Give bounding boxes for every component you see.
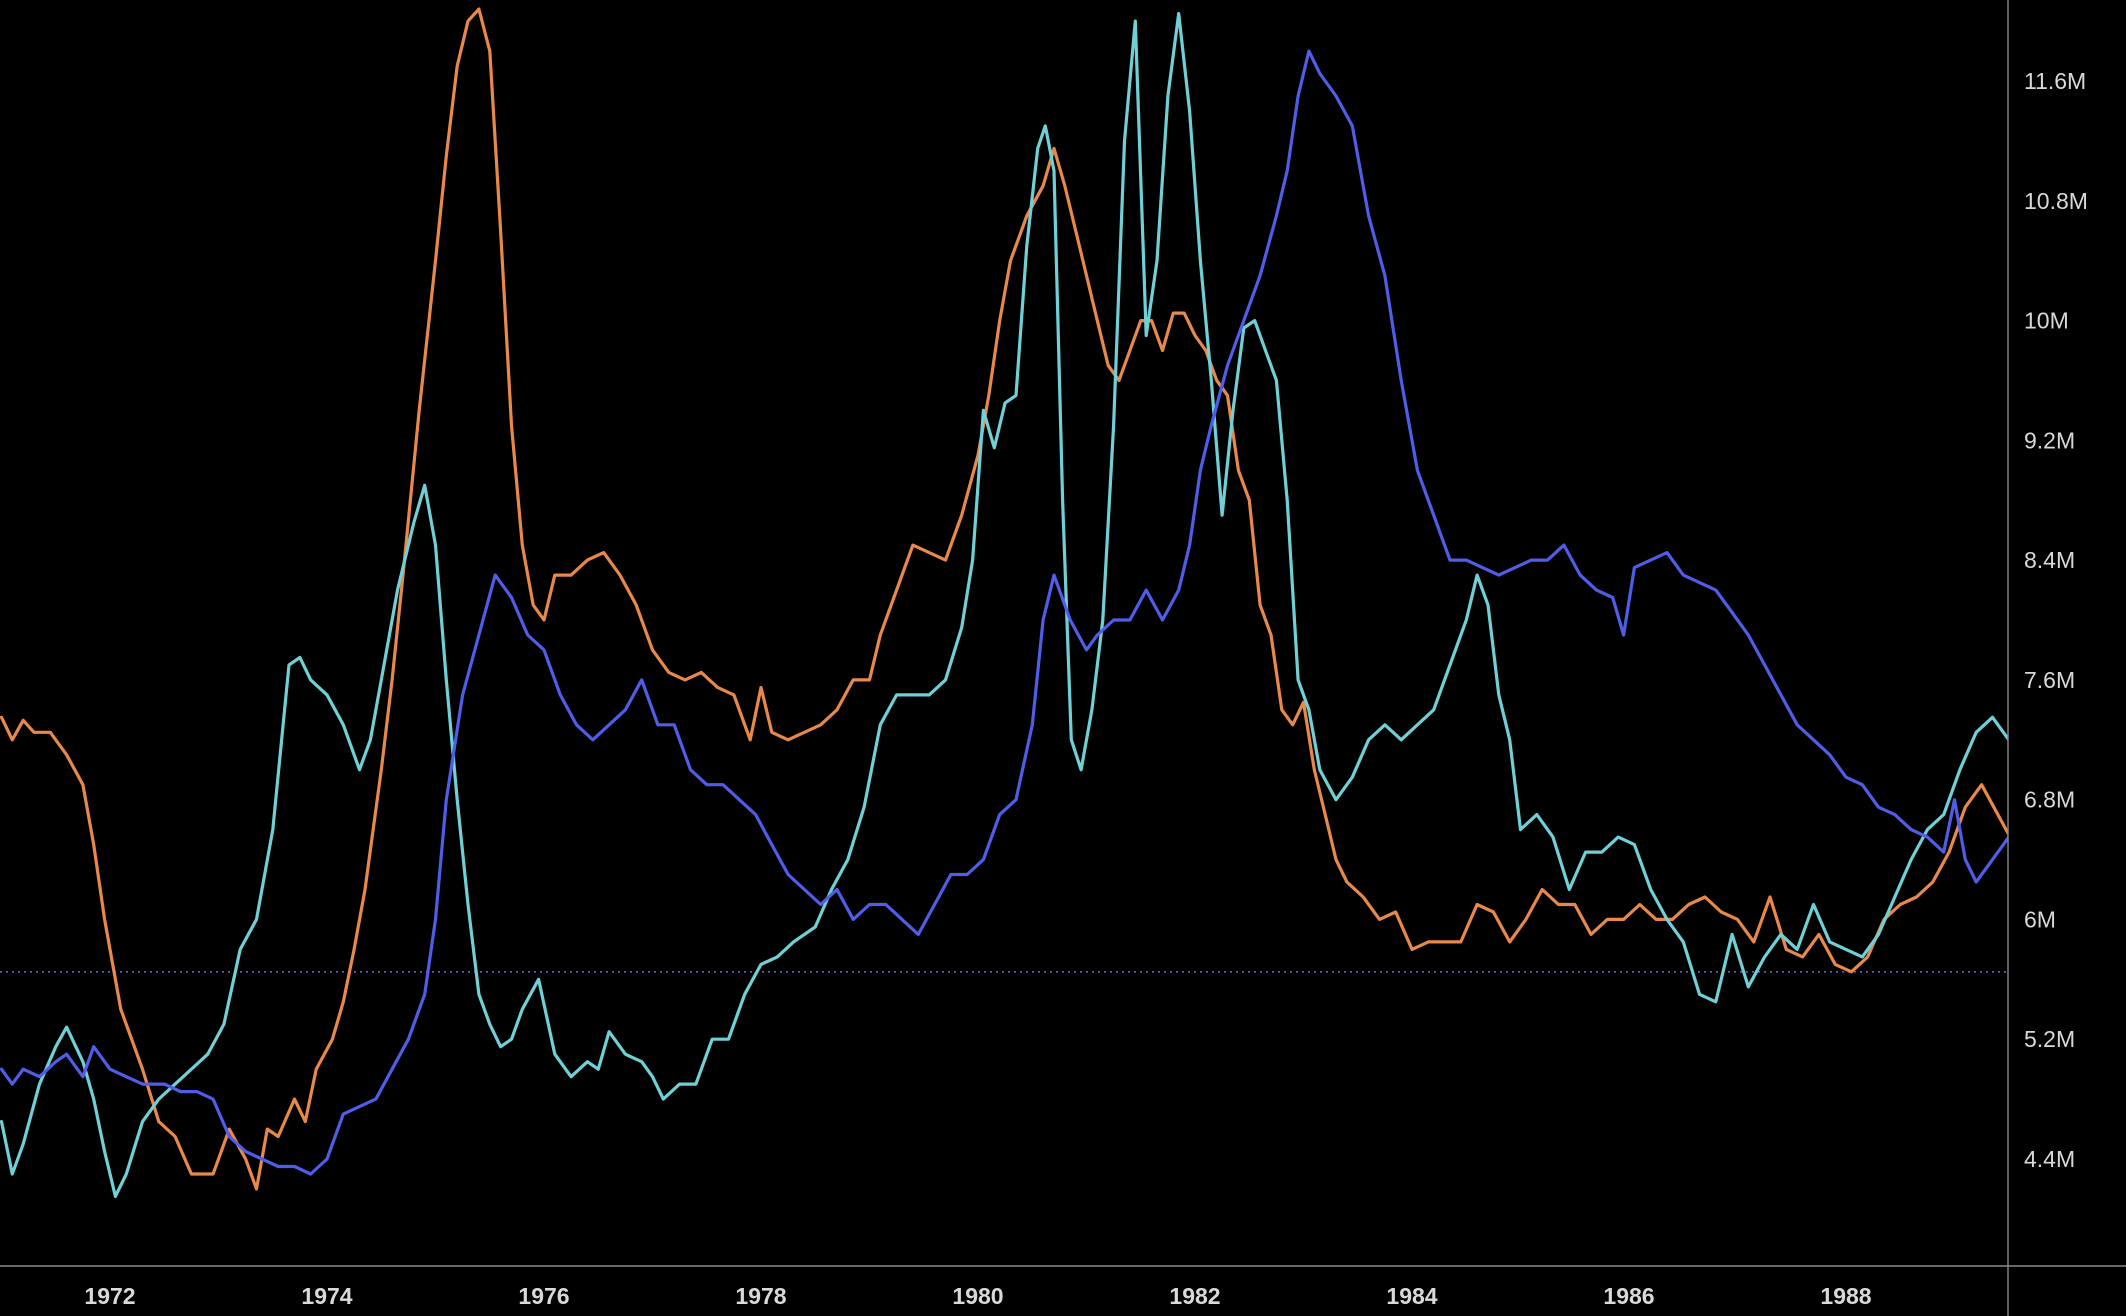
y-tick-label: 4.4M — [2024, 1146, 2075, 1172]
y-tick-label: 10M — [2024, 308, 2069, 334]
x-tick-label: 1974 — [301, 1283, 352, 1309]
x-tick-label: 1976 — [518, 1283, 569, 1309]
y-tick-label: 11.6M — [2024, 68, 2086, 94]
y-tick-label: 5.2M — [2024, 1026, 2075, 1052]
y-tick-label: 8.4M — [2024, 547, 2075, 573]
series-line-1 — [0, 7, 2008, 1191]
x-tick-label: 1988 — [1820, 1283, 1871, 1309]
x-tick-label: 1986 — [1603, 1283, 1654, 1309]
y-tick-label: 6M — [2024, 906, 2056, 932]
x-tick-label: 1982 — [1169, 1283, 1220, 1309]
y-tick-label: 10.8M — [2024, 188, 2088, 214]
series-layer — [0, 7, 2008, 1198]
x-tick-label: 1980 — [952, 1283, 1003, 1309]
y-tick-label: 6.8M — [2024, 787, 2075, 813]
x-tick-label: 1978 — [735, 1283, 786, 1309]
y-tick-label: 9.2M — [2024, 427, 2075, 453]
x-tick-label: 1972 — [84, 1283, 135, 1309]
x-tick-label: 1984 — [1386, 1283, 1437, 1309]
series-line-2 — [0, 12, 2008, 1198]
series-line-3 — [0, 49, 2008, 1176]
y-tick-label: 7.6M — [2024, 667, 2075, 693]
